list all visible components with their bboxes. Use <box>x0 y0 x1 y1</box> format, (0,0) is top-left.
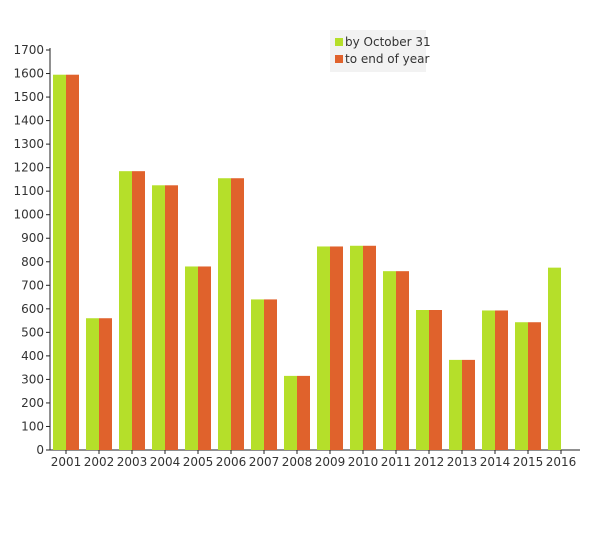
x-tick-label: 2008 <box>282 455 313 469</box>
bar-to-end-of-year-2007 <box>264 299 277 450</box>
legend-box <box>330 30 426 72</box>
bar-to-end-of-year-2006 <box>231 178 244 450</box>
bar-to-end-of-year-2009 <box>330 246 343 450</box>
legend: by October 31 to end of year <box>330 30 431 72</box>
bar-to-end-of-year-2012 <box>429 310 442 450</box>
bar-to-end-of-year-2001 <box>66 74 79 451</box>
y-axis: 0 100 200 300 400 500 600 700 800 900 1000 1100 1200… <box>13 43 51 457</box>
y-tick-label: 1200 <box>13 161 44 175</box>
bar-by-october-31-2008 <box>284 375 297 450</box>
x-tick-label: 2014 <box>480 455 511 469</box>
bar-by-october-31-2005 <box>185 266 198 450</box>
bars <box>53 74 561 451</box>
x-tick-label: 2015 <box>513 455 544 469</box>
y-tick-label: 200 <box>21 396 44 410</box>
x-tick-label: 2005 <box>183 455 214 469</box>
bar-to-end-of-year-2008 <box>297 375 310 450</box>
bar-by-october-31-2010 <box>350 245 363 450</box>
bar-by-october-31-2011 <box>383 271 396 450</box>
bar-by-october-31-2007 <box>251 299 264 450</box>
x-tick-label: 2011 <box>381 455 412 469</box>
y-tick-label: 1300 <box>13 137 44 151</box>
bar-to-end-of-year-2014 <box>495 310 508 450</box>
y-tick-label: 1600 <box>13 67 44 81</box>
x-tick-label: 2004 <box>150 455 181 469</box>
y-tick-label: 600 <box>21 302 44 316</box>
y-tick-label: 500 <box>21 325 44 339</box>
legend-label-to-end-of-year: to end of year <box>345 52 430 66</box>
bar-to-end-of-year-2011 <box>396 271 409 450</box>
bar-by-october-31-2012 <box>416 310 429 450</box>
bar-to-end-of-year-2013 <box>462 359 475 450</box>
y-tick-label: 1000 <box>13 208 44 222</box>
y-tick-label: 0 <box>36 443 44 457</box>
y-tick-label: 300 <box>21 372 44 386</box>
bar-by-october-31-2004 <box>152 185 165 450</box>
x-axis: 2001 2002 2003 2004 2005 2006 2007 2008 2009 2010… <box>50 449 580 469</box>
bar-by-october-31-2015 <box>515 322 528 450</box>
x-tick-label: 2012 <box>414 455 445 469</box>
y-tick-label: 900 <box>21 231 44 245</box>
x-tick-label: 2006 <box>216 455 247 469</box>
x-tick-label: 2003 <box>117 455 148 469</box>
bar-to-end-of-year-2002 <box>99 318 112 450</box>
bar-by-october-31-2013 <box>449 359 462 450</box>
bar-by-october-31-2016 <box>548 267 561 450</box>
bar-to-end-of-year-2004 <box>165 185 178 450</box>
bar-to-end-of-year-2010 <box>363 245 376 450</box>
bar-by-october-31-2001 <box>53 74 66 451</box>
bar-to-end-of-year-2015 <box>528 322 541 450</box>
y-tick-label: 1700 <box>13 43 44 57</box>
x-tick-label: 2001 <box>51 455 82 469</box>
bar-by-october-31-2014 <box>482 310 495 450</box>
bar-to-end-of-year-2003 <box>132 171 145 451</box>
x-tick-label: 2013 <box>447 455 478 469</box>
bar-by-october-31-2009 <box>317 246 330 450</box>
y-tick-label: 1400 <box>13 114 44 128</box>
y-tick-label: 400 <box>21 349 44 363</box>
x-tick-label: 2009 <box>315 455 346 469</box>
x-tick-label: 2010 <box>348 455 379 469</box>
legend-swatch-to-end-of-year <box>335 55 343 63</box>
legend-label-by-october-31: by October 31 <box>345 35 431 49</box>
y-tick-label: 1500 <box>13 90 44 104</box>
x-tick-label: 2002 <box>84 455 115 469</box>
x-tick-label: 2016 <box>546 455 577 469</box>
bar-by-october-31-2006 <box>218 178 231 450</box>
y-tick-label: 100 <box>21 419 44 433</box>
legend-swatch-by-october-31 <box>335 38 343 46</box>
bar-by-october-31-2002 <box>86 318 99 450</box>
bar-by-october-31-2003 <box>119 171 132 451</box>
y-tick-label: 700 <box>21 278 44 292</box>
bar-to-end-of-year-2005 <box>198 266 211 450</box>
y-tick-label: 800 <box>21 255 44 269</box>
x-tick-label: 2007 <box>249 455 280 469</box>
y-tick-label: 1100 <box>13 184 44 198</box>
